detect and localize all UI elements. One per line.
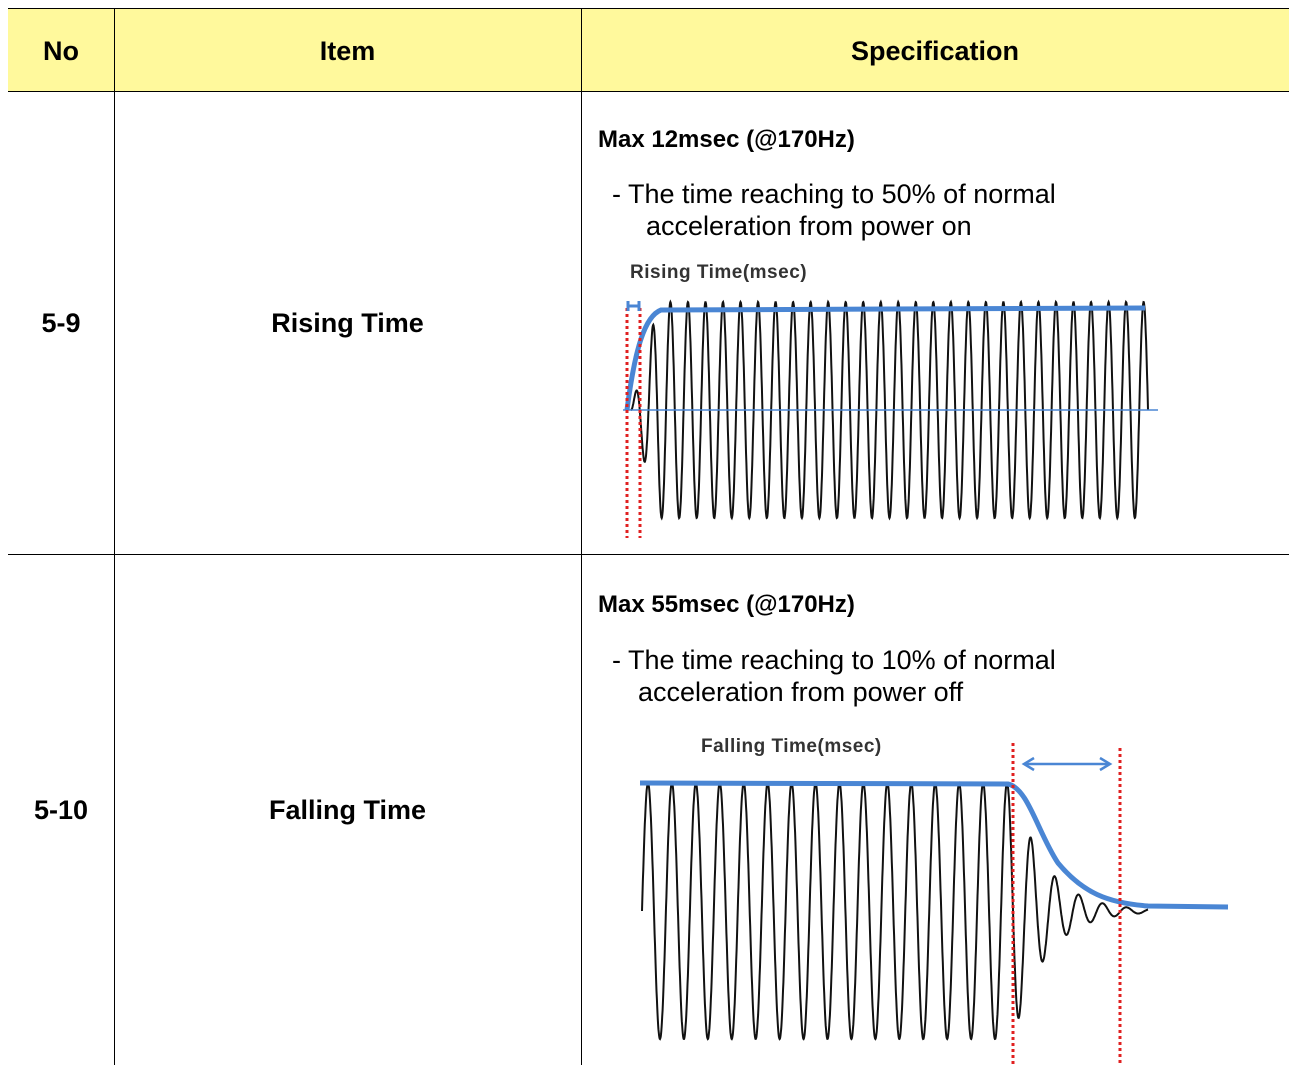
rising-chart-label: Rising Time(msec) xyxy=(630,262,808,283)
column-divider xyxy=(581,8,582,1065)
envelope-line xyxy=(639,780,1229,910)
header-item: Item xyxy=(319,35,376,66)
row-divider xyxy=(8,554,1289,555)
spec-table: No Item Specification 5-9 Rising Time Ma… xyxy=(8,8,1289,1065)
row-item: Rising Time xyxy=(271,307,424,338)
interval-arrow-head-left xyxy=(1021,756,1035,772)
spec-title: Max 12msec (@170Hz) xyxy=(598,126,855,153)
spec-desc-line2: acceleration from power off xyxy=(638,677,964,707)
interval-bracket xyxy=(626,301,641,311)
envelope-line xyxy=(624,305,1146,411)
rising-time-waveform xyxy=(623,299,1158,538)
table-header: No Item Specification xyxy=(8,8,1289,92)
waveform-line xyxy=(641,781,1149,1041)
waveform-line xyxy=(630,299,1149,521)
spec-desc-line1: - The time reaching to 10% of normal xyxy=(612,645,1056,675)
spec-title: Max 55msec (@170Hz) xyxy=(598,591,855,618)
row-no: 5-9 xyxy=(41,307,81,338)
falling-time-waveform xyxy=(639,743,1229,1065)
row-item: Falling Time xyxy=(268,794,427,825)
header-specification: Specification xyxy=(850,35,1020,66)
column-divider xyxy=(114,8,115,1065)
spec-desc-line2: acceleration from power on xyxy=(646,211,972,241)
spec-desc-line1: - The time reaching to 50% of normal xyxy=(612,179,1056,209)
row-no: 5-10 xyxy=(33,794,89,825)
interval-arrow-head-right xyxy=(1099,756,1113,772)
falling-chart-label: Falling Time(msec) xyxy=(701,736,882,757)
header-no: No xyxy=(43,35,79,66)
